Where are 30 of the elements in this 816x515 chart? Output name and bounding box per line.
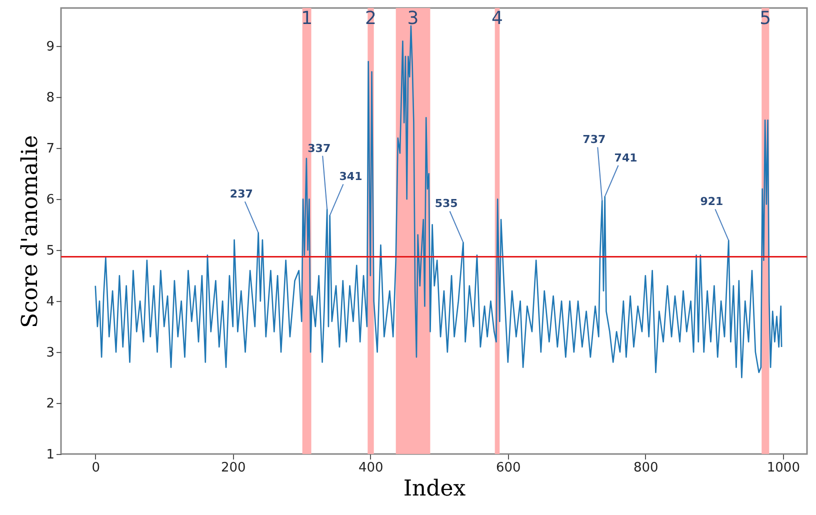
y-tick-label: 9 — [46, 40, 54, 55]
band-label: 3 — [407, 8, 419, 29]
y-tick-label: 1 — [46, 448, 54, 462]
band-label: 1 — [301, 8, 313, 29]
x-tick-label: 0 — [92, 460, 100, 476]
band-label: 4 — [492, 8, 503, 29]
annotation: 237 — [230, 188, 253, 201]
band-label: 5 — [760, 8, 772, 29]
annotation: 737 — [582, 133, 606, 146]
y-tick-label: 3 — [46, 346, 54, 361]
y-axis-title: Score d'anomalie — [18, 135, 44, 328]
annotation: 921 — [700, 195, 724, 208]
annotation: 741 — [614, 151, 638, 164]
x-tick-label: 400 — [358, 460, 384, 476]
y-tick-label: 4 — [46, 294, 54, 310]
x-tick-label: 1000 — [766, 460, 800, 476]
annotation: 341 — [339, 170, 362, 184]
band-label: 2 — [365, 8, 376, 29]
annotation: 337 — [308, 142, 331, 155]
y-tick-label: 8 — [46, 90, 54, 106]
y-tick-label: 2 — [46, 396, 54, 412]
annotation: 535 — [434, 197, 458, 210]
y-tick-label: 5 — [46, 244, 54, 259]
x-tick-label: 800 — [634, 460, 658, 476]
x-tick-label: 200 — [220, 460, 246, 476]
x-tick-label: 600 — [496, 460, 521, 476]
x-axis-title: Index — [403, 476, 466, 502]
line-series — [94, 25, 782, 378]
y-tick-label: 6 — [46, 192, 54, 208]
y-tick-label: 7 — [46, 142, 54, 157]
